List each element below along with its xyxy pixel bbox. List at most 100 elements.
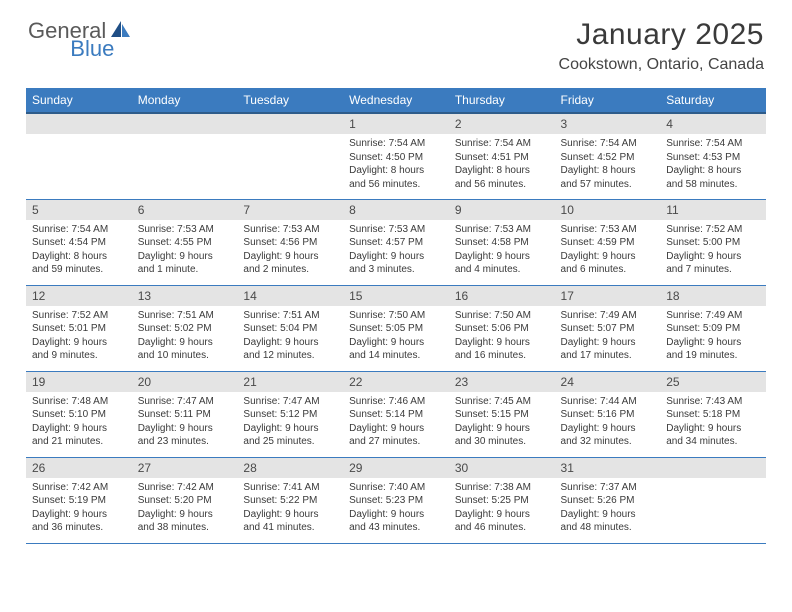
- day-number-bar: 18: [660, 286, 766, 306]
- sunrise-line: Sunrise: 7:37 AM: [561, 481, 655, 495]
- daylight-line: Daylight: 9 hours and 12 minutes.: [243, 336, 337, 363]
- sunrise-line: Sunrise: 7:53 AM: [243, 223, 337, 237]
- daylight-line: Daylight: 9 hours and 10 minutes.: [138, 336, 232, 363]
- day-details: Sunrise: 7:52 AMSunset: 5:01 PMDaylight:…: [26, 306, 132, 367]
- daylight-line: Daylight: 9 hours and 48 minutes.: [561, 508, 655, 535]
- sunset-line: Sunset: 4:54 PM: [32, 236, 126, 250]
- day-number-bar: 30: [449, 458, 555, 478]
- day-details: Sunrise: 7:47 AMSunset: 5:12 PMDaylight:…: [237, 392, 343, 453]
- brand-text-2: Blue: [70, 36, 114, 62]
- daylight-line: Daylight: 9 hours and 17 minutes.: [561, 336, 655, 363]
- calendar-week-row: 12Sunrise: 7:52 AMSunset: 5:01 PMDayligh…: [26, 285, 766, 371]
- sunrise-line: Sunrise: 7:54 AM: [666, 137, 760, 151]
- weekday-header: Thursday: [449, 88, 555, 113]
- day-details: Sunrise: 7:53 AMSunset: 4:57 PMDaylight:…: [343, 220, 449, 281]
- daylight-line: Daylight: 9 hours and 27 minutes.: [349, 422, 443, 449]
- daylight-line: Daylight: 9 hours and 16 minutes.: [455, 336, 549, 363]
- daylight-line: Daylight: 8 hours and 58 minutes.: [666, 164, 760, 191]
- calendar-day-cell: 6Sunrise: 7:53 AMSunset: 4:55 PMDaylight…: [132, 199, 238, 285]
- brand-logo: General Blue: [28, 18, 180, 44]
- sunset-line: Sunset: 4:59 PM: [561, 236, 655, 250]
- sunset-line: Sunset: 5:19 PM: [32, 494, 126, 508]
- sunset-line: Sunset: 5:22 PM: [243, 494, 337, 508]
- sunrise-line: Sunrise: 7:50 AM: [455, 309, 549, 323]
- sunrise-line: Sunrise: 7:42 AM: [138, 481, 232, 495]
- weekday-header: Sunday: [26, 88, 132, 113]
- day-details: Sunrise: 7:54 AMSunset: 4:54 PMDaylight:…: [26, 220, 132, 281]
- daylight-line: Daylight: 9 hours and 46 minutes.: [455, 508, 549, 535]
- day-details: Sunrise: 7:53 AMSunset: 4:55 PMDaylight:…: [132, 220, 238, 281]
- daylight-line: Daylight: 9 hours and 9 minutes.: [32, 336, 126, 363]
- day-number-bar: 9: [449, 200, 555, 220]
- calendar-day-cell: 27Sunrise: 7:42 AMSunset: 5:20 PMDayligh…: [132, 457, 238, 543]
- day-details: Sunrise: 7:46 AMSunset: 5:14 PMDaylight:…: [343, 392, 449, 453]
- sunset-line: Sunset: 5:04 PM: [243, 322, 337, 336]
- calendar-day-cell: [237, 113, 343, 199]
- day-number-bar: [26, 114, 132, 134]
- sunrise-line: Sunrise: 7:48 AM: [32, 395, 126, 409]
- day-details: Sunrise: 7:54 AMSunset: 4:50 PMDaylight:…: [343, 134, 449, 195]
- day-details: Sunrise: 7:40 AMSunset: 5:23 PMDaylight:…: [343, 478, 449, 539]
- day-details: Sunrise: 7:47 AMSunset: 5:11 PMDaylight:…: [132, 392, 238, 453]
- day-number-bar: 16: [449, 286, 555, 306]
- day-number-bar: 5: [26, 200, 132, 220]
- sunrise-line: Sunrise: 7:52 AM: [666, 223, 760, 237]
- weekday-header: Tuesday: [237, 88, 343, 113]
- calendar-day-cell: 22Sunrise: 7:46 AMSunset: 5:14 PMDayligh…: [343, 371, 449, 457]
- sunset-line: Sunset: 5:05 PM: [349, 322, 443, 336]
- day-details: Sunrise: 7:42 AMSunset: 5:20 PMDaylight:…: [132, 478, 238, 539]
- sunrise-line: Sunrise: 7:53 AM: [138, 223, 232, 237]
- weekday-header: Friday: [555, 88, 661, 113]
- title-block: January 2025 Cookstown, Ontario, Canada: [559, 18, 764, 74]
- sunset-line: Sunset: 5:07 PM: [561, 322, 655, 336]
- calendar-table: SundayMondayTuesdayWednesdayThursdayFrid…: [26, 88, 766, 544]
- daylight-line: Daylight: 9 hours and 1 minute.: [138, 250, 232, 277]
- sunset-line: Sunset: 4:52 PM: [561, 151, 655, 165]
- daylight-line: Daylight: 8 hours and 56 minutes.: [455, 164, 549, 191]
- calendar-day-cell: 1Sunrise: 7:54 AMSunset: 4:50 PMDaylight…: [343, 113, 449, 199]
- sunset-line: Sunset: 5:15 PM: [455, 408, 549, 422]
- sunset-line: Sunset: 5:02 PM: [138, 322, 232, 336]
- daylight-line: Daylight: 9 hours and 19 minutes.: [666, 336, 760, 363]
- sunrise-line: Sunrise: 7:49 AM: [666, 309, 760, 323]
- daylight-line: Daylight: 9 hours and 4 minutes.: [455, 250, 549, 277]
- sunrise-line: Sunrise: 7:51 AM: [138, 309, 232, 323]
- sunset-line: Sunset: 5:01 PM: [32, 322, 126, 336]
- sunset-line: Sunset: 4:56 PM: [243, 236, 337, 250]
- sunrise-line: Sunrise: 7:53 AM: [349, 223, 443, 237]
- day-number-bar: 20: [132, 372, 238, 392]
- daylight-line: Daylight: 8 hours and 57 minutes.: [561, 164, 655, 191]
- day-number-bar: 15: [343, 286, 449, 306]
- day-details: Sunrise: 7:50 AMSunset: 5:06 PMDaylight:…: [449, 306, 555, 367]
- day-number-bar: 23: [449, 372, 555, 392]
- day-number-bar: [237, 114, 343, 134]
- weekday-header: Saturday: [660, 88, 766, 113]
- sunset-line: Sunset: 5:23 PM: [349, 494, 443, 508]
- day-number-bar: 31: [555, 458, 661, 478]
- calendar-day-cell: 29Sunrise: 7:40 AMSunset: 5:23 PMDayligh…: [343, 457, 449, 543]
- calendar-week-row: 26Sunrise: 7:42 AMSunset: 5:19 PMDayligh…: [26, 457, 766, 543]
- day-number-bar: 12: [26, 286, 132, 306]
- calendar-week-row: 19Sunrise: 7:48 AMSunset: 5:10 PMDayligh…: [26, 371, 766, 457]
- daylight-line: Daylight: 9 hours and 34 minutes.: [666, 422, 760, 449]
- day-details: Sunrise: 7:37 AMSunset: 5:26 PMDaylight:…: [555, 478, 661, 539]
- calendar-day-cell: 19Sunrise: 7:48 AMSunset: 5:10 PMDayligh…: [26, 371, 132, 457]
- calendar-day-cell: [132, 113, 238, 199]
- sunrise-line: Sunrise: 7:54 AM: [455, 137, 549, 151]
- day-details: Sunrise: 7:53 AMSunset: 4:59 PMDaylight:…: [555, 220, 661, 281]
- sunset-line: Sunset: 4:53 PM: [666, 151, 760, 165]
- day-number-bar: 1: [343, 114, 449, 134]
- calendar-day-cell: 18Sunrise: 7:49 AMSunset: 5:09 PMDayligh…: [660, 285, 766, 371]
- calendar-day-cell: 3Sunrise: 7:54 AMSunset: 4:52 PMDaylight…: [555, 113, 661, 199]
- day-number-bar: [660, 458, 766, 478]
- daylight-line: Daylight: 9 hours and 23 minutes.: [138, 422, 232, 449]
- day-number-bar: 10: [555, 200, 661, 220]
- sunrise-line: Sunrise: 7:54 AM: [561, 137, 655, 151]
- day-number-bar: 17: [555, 286, 661, 306]
- sunrise-line: Sunrise: 7:42 AM: [32, 481, 126, 495]
- day-number-bar: 27: [132, 458, 238, 478]
- day-number-bar: 4: [660, 114, 766, 134]
- daylight-line: Daylight: 9 hours and 38 minutes.: [138, 508, 232, 535]
- daylight-line: Daylight: 9 hours and 30 minutes.: [455, 422, 549, 449]
- sunset-line: Sunset: 4:57 PM: [349, 236, 443, 250]
